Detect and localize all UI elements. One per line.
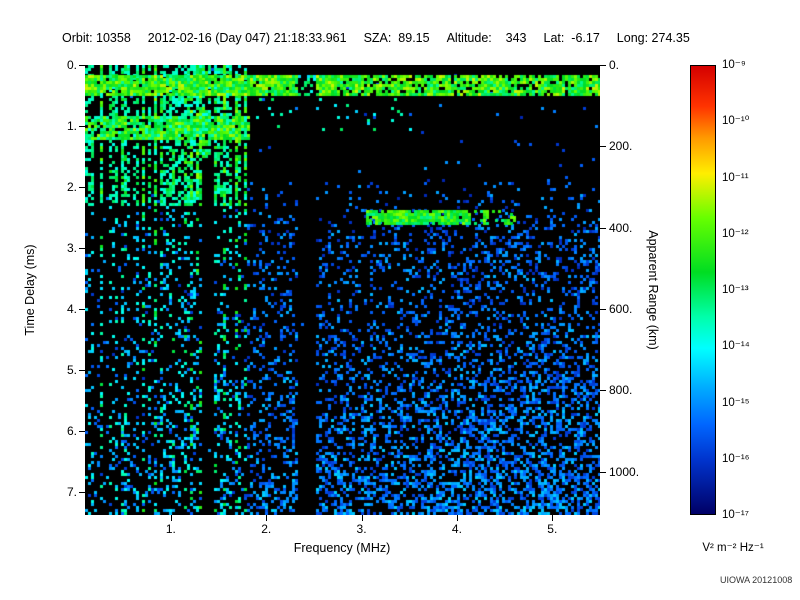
- x-axis-tick: [456, 515, 458, 521]
- colorbar-tick-label: 10⁻¹⁴: [722, 340, 750, 353]
- lat-info: Lat: -6.17: [543, 31, 600, 45]
- y-axis-tick-label: 7.: [66, 484, 77, 499]
- colorbar-tick-label: 10⁻¹⁶: [722, 452, 750, 465]
- range-axis-tick: [600, 227, 606, 229]
- range-axis-tick: [600, 308, 606, 310]
- colorbar-tick-label: 10⁻¹²: [722, 227, 749, 240]
- footer-credit: UIOWA 20121008: [720, 575, 793, 585]
- y-axis-tick: [79, 308, 85, 310]
- long-info: Long: 274.35: [616, 31, 690, 45]
- range-axis-tick-label: 600.: [609, 301, 633, 316]
- x-axis-tick-label: 4.: [451, 522, 462, 536]
- spectrogram-canvas: [85, 65, 600, 515]
- colorbar-tick-label: 10⁻¹⁵: [722, 396, 750, 409]
- header-info: Orbit: 10358 2012-02-16 (Day 047) 21:18:…: [62, 31, 690, 45]
- y-axis-tick: [79, 430, 85, 432]
- datetime-info: 2012-02-16 (Day 047) 21:18:33.961: [147, 31, 347, 45]
- y-axis-tick-label: 0.: [66, 58, 77, 72]
- range-axis-tick: [600, 390, 606, 392]
- y-axis-tick: [79, 125, 85, 127]
- y-axis-tick-label: 5.: [66, 362, 77, 377]
- orbit-info: Orbit: 10358: [62, 31, 131, 45]
- x-axis-tick: [361, 515, 363, 521]
- y-axis-title: Time Delay (ms): [23, 244, 37, 336]
- altitude-info: Altitude: 343: [446, 31, 527, 45]
- x-axis-title: Frequency (MHz): [293, 541, 391, 555]
- sza-info: SZA: 89.15: [363, 31, 430, 45]
- x-axis-tick-label: 2.: [261, 522, 272, 536]
- x-axis-tick: [552, 515, 554, 521]
- range-axis-tick-label: 0.: [609, 58, 620, 72]
- range-axis-tick: [600, 471, 606, 473]
- y-axis-tick: [79, 491, 85, 493]
- right-axis-title: Apparent Range (km): [646, 230, 660, 350]
- x-axis-tick-label: 3.: [356, 522, 367, 536]
- colorbar-unit-label: V² m⁻² Hz⁻¹: [702, 542, 764, 554]
- y-axis-tick-label: 1.: [66, 118, 77, 133]
- y-axis-tick-label: 4.: [66, 301, 77, 316]
- range-axis-tick-label: 1000.: [609, 464, 640, 479]
- y-axis-tick: [79, 65, 85, 66]
- colorbar-gradient: [691, 66, 715, 514]
- range-axis-tick: [600, 146, 606, 148]
- colorbar-tick-label: 10⁻¹¹: [722, 171, 749, 184]
- colorbar-tick-label: 10⁻¹⁷: [722, 509, 749, 521]
- x-axis-tick-label: 1.: [165, 522, 176, 536]
- range-axis-tick: [600, 65, 606, 66]
- y-axis-tick: [79, 186, 85, 188]
- colorbar-tick-label: 10⁻¹³: [722, 284, 749, 296]
- range-axis-tick-label: 400.: [609, 220, 633, 235]
- x-axis-tick: [266, 515, 268, 521]
- y-axis-tick-label: 2.: [66, 179, 77, 194]
- x-axis-tick: [170, 515, 172, 521]
- range-axis-tick-label: 200.: [609, 139, 633, 154]
- y-axis-tick: [79, 369, 85, 371]
- spectrogram-plot-area: [85, 65, 600, 515]
- colorbar: [690, 65, 716, 515]
- colorbar-tick-label: 10⁻⁹: [722, 59, 746, 71]
- range-axis-tick-label: 800.: [609, 383, 633, 398]
- y-axis-tick: [79, 247, 85, 249]
- colorbar-tick-label: 10⁻¹⁰: [722, 115, 750, 128]
- x-axis-tick-label: 5.: [547, 522, 558, 536]
- y-axis-tick-label: 6.: [66, 423, 77, 438]
- y-axis-tick-label: 3.: [66, 240, 77, 255]
